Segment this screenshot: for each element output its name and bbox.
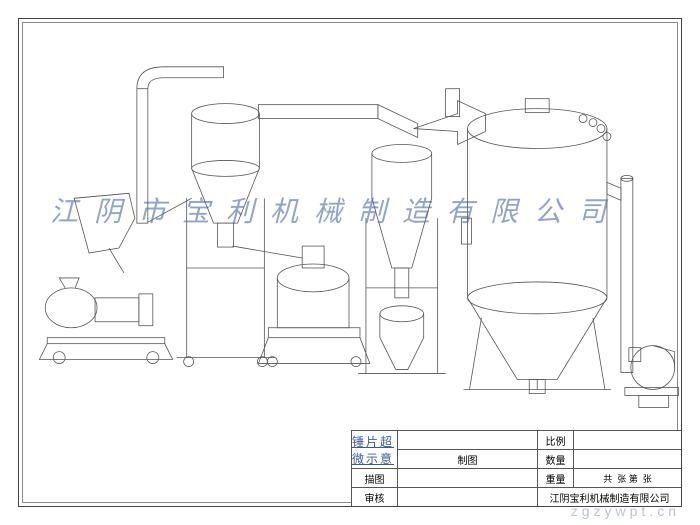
tb-val-sheets: 共 张 第 张 [573,468,681,487]
tb-company: 江阴宝利机械制造有限公司 [537,487,681,506]
branch-tee [414,89,486,145]
mill-body [258,246,370,367]
bag-filter-vessel [462,99,611,394]
drawing-title: 锤片超微示意 [351,430,397,468]
tb-label-traced: 描图 [351,468,397,487]
tb-val-qty [573,449,681,468]
drawing-border: 锤片超微示意 比例 制图 数量 描图 重量 共 张 第 张 审核 江阴宝利机械制… [18,18,682,507]
classifier-tower [177,104,275,367]
tb-label-weight: 重量 [537,468,573,487]
tb-val-scale [573,430,681,449]
tb-label-checked: 审核 [351,487,397,506]
duct-to-cyclone2 [258,105,417,138]
tb-r3c2 [397,468,537,487]
tb-r4c2 [397,487,537,506]
tb-label-qty: 数量 [537,449,573,468]
motor-base-left [39,278,172,364]
riser-pipe-left [137,67,224,223]
tb-label-drawn: 制图 [397,449,537,468]
title-block: 锤片超微示意 比例 制图 数量 描图 重量 共 张 第 张 审核 江阴宝利机械制… [351,430,681,506]
exhaust-pipe [607,175,633,372]
feed-hopper [74,193,135,273]
cyclone-2 [358,144,446,373]
tb-r1c1 [397,430,537,449]
tb-label-scale: 比例 [537,430,573,449]
